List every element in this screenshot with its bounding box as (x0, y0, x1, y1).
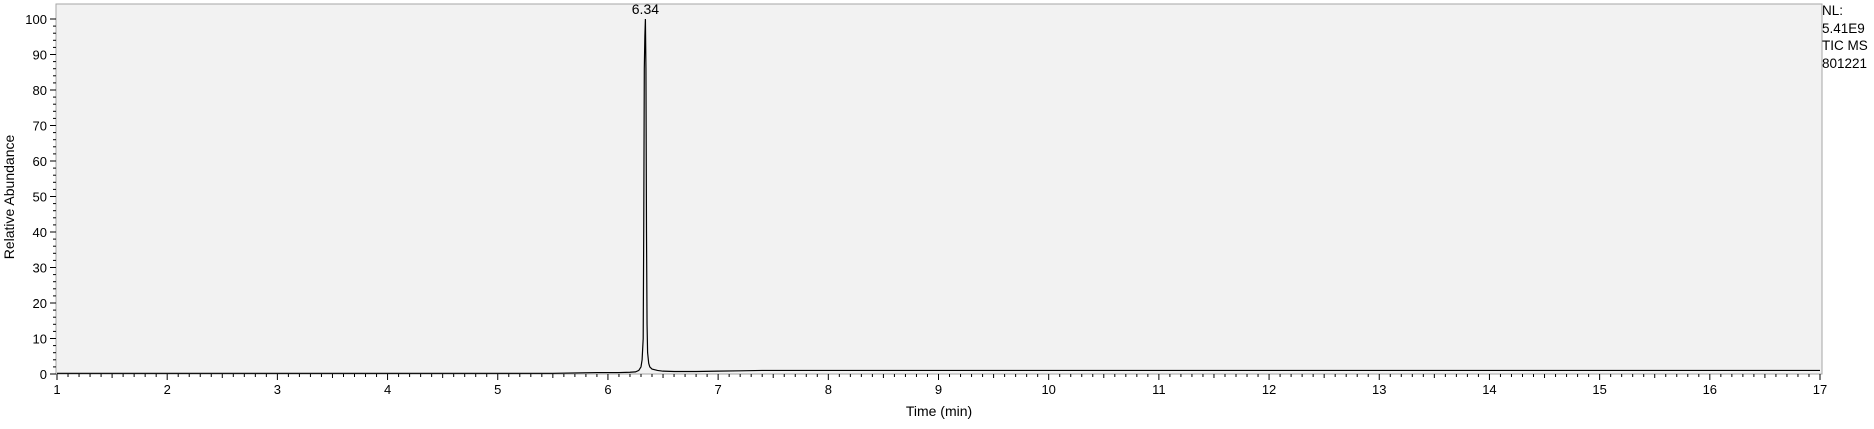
x-tick-label: 7 (715, 382, 722, 397)
x-tick-label: 6 (604, 382, 611, 397)
x-tick-label: 9 (935, 382, 942, 397)
x-tick-label: 16 (1703, 382, 1717, 397)
x-tick-label: 15 (1592, 382, 1606, 397)
x-tick-label: 1 (53, 382, 60, 397)
y-tick-label: 80 (33, 83, 47, 98)
tic-trace-line (57, 18, 1820, 374)
x-tick-label: 14 (1482, 382, 1496, 397)
normalization-value: 5.41E9 (1822, 20, 1865, 36)
x-tick-label: 17 (1813, 382, 1827, 397)
x-tick-label: 10 (1041, 382, 1055, 397)
y-tick-label: 70 (33, 119, 47, 134)
sample-id: 801221 (1822, 55, 1868, 71)
y-tick-label: 40 (33, 225, 47, 240)
y-axis-title: Relative Abundance (1, 135, 17, 260)
peak-label: 6.34 (632, 1, 659, 17)
x-tick-label: 3 (274, 382, 281, 397)
x-tick-label: 4 (384, 382, 391, 397)
x-tick-label: 11 (1152, 382, 1166, 397)
x-tick-label: 5 (494, 382, 501, 397)
y-tick-label: 90 (33, 48, 47, 63)
x-tick-label: 8 (825, 382, 832, 397)
trace-info-panel: NL: 5.41E9 TIC MS 801221 (1822, 2, 1868, 72)
x-axis-title: Time (min) (906, 403, 972, 419)
y-tick-label: 10 (33, 332, 47, 347)
x-tick-label: 2 (164, 382, 171, 397)
y-tick-label: 60 (33, 154, 47, 169)
axis-ticks (50, 18, 1821, 380)
y-tick-label: 0 (40, 367, 47, 382)
y-tick-label: 100 (25, 12, 47, 27)
y-tick-label: 50 (33, 190, 47, 205)
scan-filter: TIC MS (1822, 38, 1868, 53)
plot-area (55, 3, 1823, 375)
y-tick-label: 20 (33, 296, 47, 311)
x-tick-label: 12 (1262, 382, 1276, 397)
x-tick-label: 13 (1372, 382, 1386, 397)
axis-tick-labels: 1 2 3 4 5 6 7 8 9 10 11 12 13 14 15 16 17010203040506070… (25, 12, 1827, 397)
normalization-label: NL: (1822, 3, 1844, 18)
y-tick-label: 30 (33, 261, 47, 276)
